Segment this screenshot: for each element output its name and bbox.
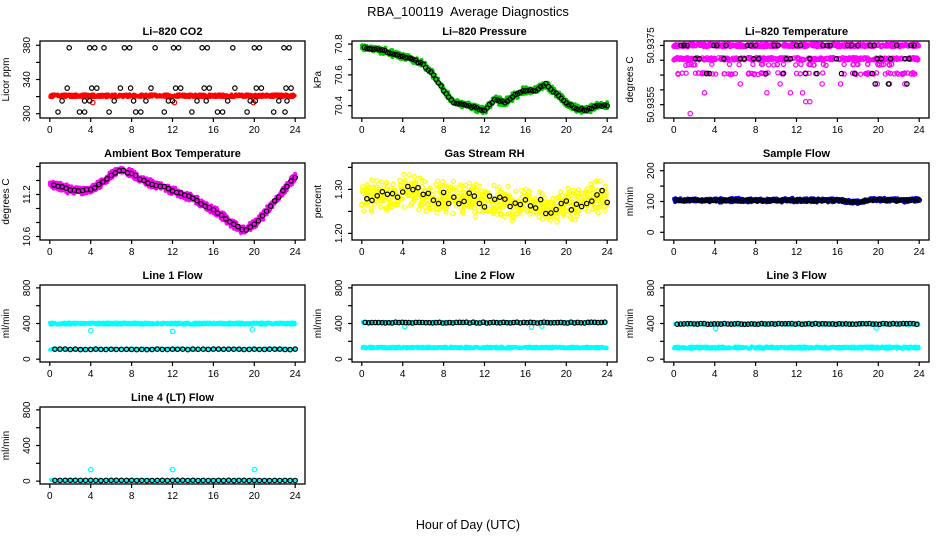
plot-ambient-box-temperature: Ambient Box Temperature degrees C 0 4 8 12 16 2… xyxy=(1,148,306,258)
svg-text:percent: percent xyxy=(313,185,324,219)
panel-ambient-box-temperature: Ambient Box Temperature degrees C 0 4 8 12 16 2… xyxy=(0,146,312,268)
svg-text:degrees C: degrees C xyxy=(1,178,12,224)
svg-text:24: 24 xyxy=(914,125,926,136)
svg-text:70.6: 70.6 xyxy=(334,65,345,85)
svg-text:4: 4 xyxy=(88,247,94,258)
svg-text:8: 8 xyxy=(753,125,759,136)
svg-text:50.9375: 50.9375 xyxy=(646,27,657,64)
svg-text:20: 20 xyxy=(873,125,885,136)
page-title: RBA_100119 Average Diagnostics xyxy=(367,4,569,19)
svg-text:10.6: 10.6 xyxy=(22,226,33,246)
svg-text:12: 12 xyxy=(791,125,803,136)
svg-text:Gas Stream RH: Gas Stream RH xyxy=(444,148,524,160)
plot-li820-temperature: Li–820 Temperature degrees C 0 4 8 12 16 20 24 50… xyxy=(625,26,930,136)
svg-text:Li–820 Pressure: Li–820 Pressure xyxy=(442,26,526,38)
svg-text:kPa: kPa xyxy=(313,70,324,88)
svg-text:12: 12 xyxy=(167,247,179,258)
svg-text:24: 24 xyxy=(602,125,614,136)
svg-text:340: 340 xyxy=(22,71,33,88)
svg-text:380: 380 xyxy=(22,37,33,54)
svg-text:20: 20 xyxy=(561,125,573,136)
svg-text:0: 0 xyxy=(47,125,53,136)
svg-text:16: 16 xyxy=(832,125,844,136)
panel-line-4-lt-flow: Line 4 (LT) Flow ml/min 0 4 8 12 16 20 24 0 400 800 xyxy=(0,390,312,512)
panel-line-1-flow: Line 1 Flow ml/min 0 4 8 12 16 20 24 0 400 800 xyxy=(0,268,312,390)
svg-text:24: 24 xyxy=(290,125,302,136)
svg-text:8: 8 xyxy=(441,125,447,136)
svg-text:0: 0 xyxy=(671,125,677,136)
plot-li820-pressure: Li–820 Pressure kPa 0 4 8 12 16 20 24 70.4 70.6 70.… xyxy=(313,26,618,136)
panel-li820-temperature: Li–820 Temperature degrees C 0 4 8 12 16 20 24 50… xyxy=(624,24,936,146)
svg-text:16: 16 xyxy=(208,125,220,136)
plot-li820-co2: Li–820 CO2 Licor ppm 0 4 8 12 16 20 24 300 340 380 xyxy=(1,26,306,136)
svg-text:4: 4 xyxy=(712,125,718,136)
svg-text:11.2: 11.2 xyxy=(22,185,33,204)
svg-text:300: 300 xyxy=(22,105,33,122)
svg-text:Li–820 CO2: Li–820 CO2 xyxy=(143,26,203,38)
svg-text:8: 8 xyxy=(129,247,135,258)
svg-text:24: 24 xyxy=(290,247,302,258)
svg-text:16: 16 xyxy=(208,247,220,258)
x-axis-label: Hour of Day (UTC) xyxy=(415,518,521,532)
svg-text:70.8: 70.8 xyxy=(334,34,345,54)
svg-text:20: 20 xyxy=(249,247,261,258)
svg-text:Licor ppm: Licor ppm xyxy=(1,58,12,102)
svg-text:12: 12 xyxy=(479,125,491,136)
panel-sample-flow: Sample Flow ml/min 0 4 8 12 16 20 24 0 100 200 xyxy=(624,146,936,268)
svg-text:70.4: 70.4 xyxy=(334,96,345,116)
svg-text:Li–820 Temperature: Li–820 Temperature xyxy=(745,26,848,38)
svg-text:16: 16 xyxy=(520,125,532,136)
panel-line-3-flow: Line 3 Flow ml/min 0 4 8 12 16 20 24 0 400 800 xyxy=(624,268,936,390)
svg-text:8: 8 xyxy=(129,125,135,136)
panels-grid: Li–820 CO2 Licor ppm 0 4 8 12 16 20 24 300 340 380 L… xyxy=(0,24,936,512)
svg-text:degrees C: degrees C xyxy=(625,56,636,102)
panel-gas-stream-rh: Gas Stream RH percent 0 4 8 12 16 20 24 1.20 1.30 xyxy=(312,146,624,268)
svg-text:50.9355: 50.9355 xyxy=(646,86,657,123)
svg-text:20: 20 xyxy=(249,125,261,136)
svg-text:Ambient Box Temperature: Ambient Box Temperature xyxy=(104,148,241,160)
svg-text:0: 0 xyxy=(47,247,53,258)
panel-line-2-flow: Line 2 Flow ml/min 0 4 8 12 16 20 24 0 400 800 xyxy=(312,268,624,390)
svg-text:4: 4 xyxy=(400,125,406,136)
svg-text:12: 12 xyxy=(167,125,179,136)
panel-li820-co2: Li–820 CO2 Licor ppm 0 4 8 12 16 20 24 300 340 380 xyxy=(0,24,312,146)
panel-li820-pressure: Li–820 Pressure kPa 0 4 8 12 16 20 24 70.4 70.6 70.… xyxy=(312,24,624,146)
svg-text:0: 0 xyxy=(359,125,365,136)
svg-text:4: 4 xyxy=(88,125,94,136)
